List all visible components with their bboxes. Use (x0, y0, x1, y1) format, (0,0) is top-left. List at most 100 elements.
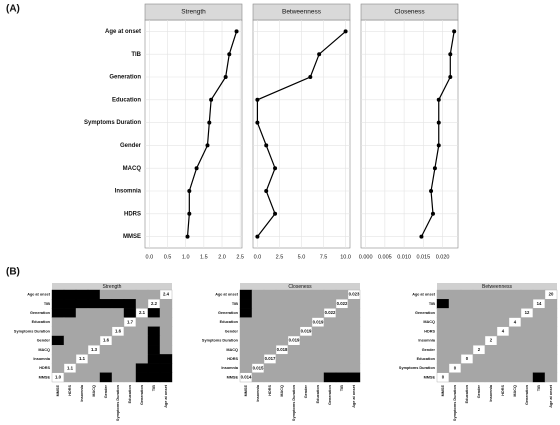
cell (335, 308, 349, 318)
cell (87, 326, 101, 337)
cell (532, 372, 546, 383)
cell (239, 317, 253, 328)
row-label: TIB (429, 302, 435, 306)
column-label: Education (465, 384, 469, 403)
cell (63, 299, 77, 309)
cell (123, 326, 137, 337)
cell (460, 363, 474, 374)
row-label: HDRS (227, 357, 238, 361)
cell (159, 363, 173, 374)
cell (75, 289, 89, 300)
cell (335, 326, 349, 337)
cell (472, 289, 486, 300)
data-point (429, 189, 434, 193)
cell (51, 335, 65, 346)
cell (287, 326, 301, 337)
cell (51, 345, 65, 355)
cell (75, 308, 89, 318)
cell (436, 308, 450, 318)
y-tick-label: Generation (109, 75, 141, 81)
column-label: TIB (340, 385, 344, 391)
cell (472, 308, 486, 318)
cell (147, 317, 161, 328)
cell (508, 363, 522, 374)
value-label: 0 (454, 365, 457, 370)
column-label: Symptoms Duration (453, 384, 457, 421)
value-label: 2.4 (163, 292, 170, 297)
cell (335, 372, 349, 383)
cell (323, 335, 337, 346)
data-point (436, 120, 441, 125)
data-point (187, 189, 192, 193)
cell (323, 345, 337, 355)
row-label: HDRS (39, 366, 50, 370)
cell (311, 354, 325, 364)
cell (299, 372, 313, 383)
cell (63, 345, 77, 355)
y-tick-label: Education (112, 97, 141, 103)
row-label: Gender (422, 348, 436, 352)
cell (135, 363, 149, 374)
cell (87, 363, 101, 374)
cell (448, 345, 462, 355)
cell (496, 354, 510, 364)
cell (251, 345, 265, 355)
cell (496, 289, 510, 300)
cell (239, 335, 253, 346)
row-label: Gender (225, 329, 239, 333)
cell (239, 289, 253, 300)
value-label: 12 (525, 310, 530, 315)
cell (251, 354, 265, 364)
row-label: Education (220, 320, 239, 324)
panel-title: Strength (103, 284, 122, 290)
cell (159, 354, 173, 364)
cell (75, 363, 89, 374)
y-tick-label: Gender (120, 143, 142, 149)
cell (496, 299, 510, 309)
data-point (436, 143, 441, 148)
row-label: Symptoms Duration (14, 329, 51, 333)
cell (544, 335, 558, 346)
row-label: TIB (44, 302, 50, 306)
cell (496, 345, 510, 355)
cell (263, 326, 277, 337)
cell (347, 317, 361, 328)
value-label: 2 (490, 338, 493, 343)
cell (287, 317, 301, 328)
x-tick-label: 2.0 (218, 254, 226, 260)
cell (544, 299, 558, 309)
row-label: Generation (218, 311, 239, 315)
cell (75, 372, 89, 383)
cell (436, 299, 450, 309)
cell (159, 299, 173, 309)
cell (496, 363, 510, 374)
data-point (223, 75, 228, 79)
cell (87, 354, 101, 364)
cell (123, 363, 137, 374)
cell (347, 308, 361, 318)
cell (111, 363, 125, 374)
cell (275, 335, 289, 346)
cell (239, 354, 253, 364)
cell (347, 363, 361, 374)
cell (347, 299, 361, 309)
cell (299, 289, 313, 300)
cell (299, 335, 313, 346)
row-label: Insomnia (33, 357, 51, 361)
cell (496, 308, 510, 318)
cell (520, 363, 534, 374)
cell (99, 372, 113, 383)
cell (520, 289, 534, 300)
cell (111, 372, 125, 383)
cell (460, 308, 474, 318)
x-tick-label: 0.0 (254, 254, 262, 260)
value-label: 0 (466, 356, 469, 361)
cell (275, 308, 289, 318)
column-label: TIB (537, 385, 541, 391)
x-tick-label: 10.0 (340, 254, 351, 260)
cell (508, 354, 522, 364)
cell (299, 354, 313, 364)
cell (51, 317, 65, 328)
x-tick-label: 0.0 (146, 254, 154, 260)
plot-background (360, 19, 459, 249)
